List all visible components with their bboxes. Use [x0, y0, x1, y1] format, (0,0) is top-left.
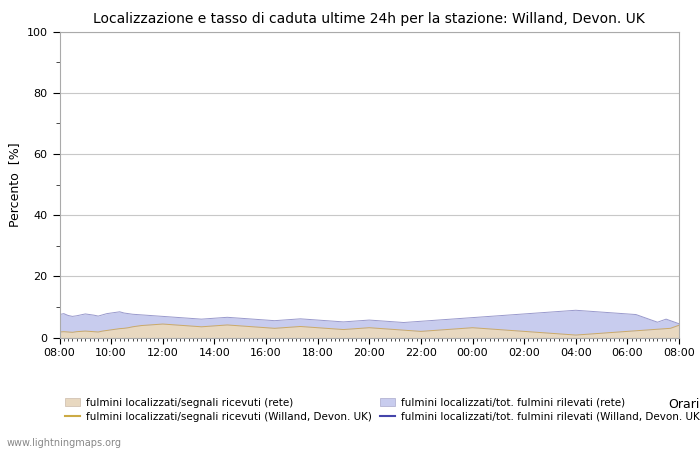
- Text: www.lightningmaps.org: www.lightningmaps.org: [7, 438, 122, 448]
- Y-axis label: Percento  [%]: Percento [%]: [8, 142, 21, 227]
- Legend: fulmini localizzati/segnali ricevuti (rete), fulmini localizzati/segnali ricevut: fulmini localizzati/segnali ricevuti (re…: [64, 398, 700, 422]
- Text: Orario: Orario: [668, 398, 700, 411]
- Title: Localizzazione e tasso di caduta ultime 24h per la stazione: Willand, Devon. UK: Localizzazione e tasso di caduta ultime …: [93, 12, 645, 26]
